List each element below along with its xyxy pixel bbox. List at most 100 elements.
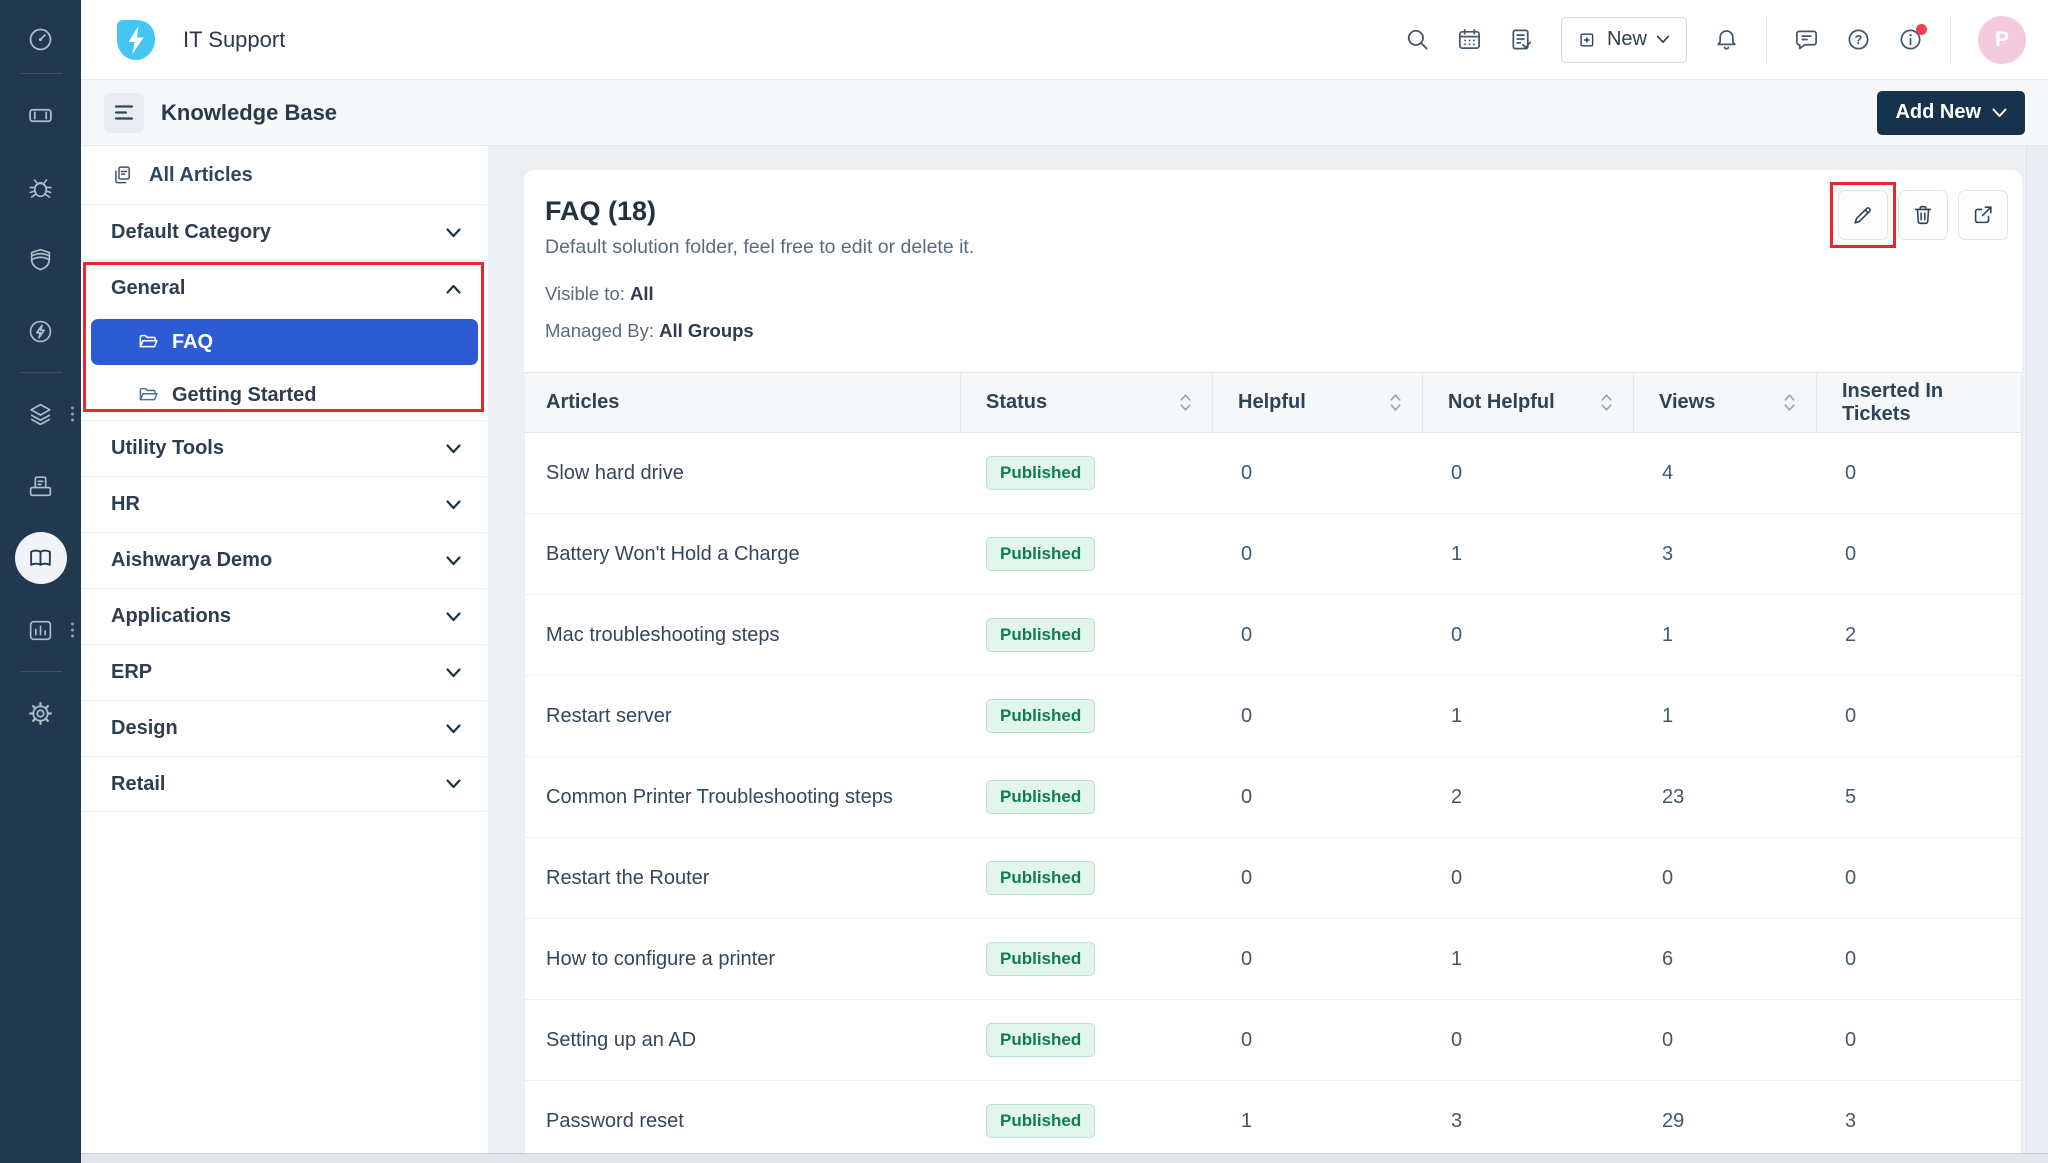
views-count: 4	[1662, 461, 1674, 484]
views-count: 0	[1662, 866, 1674, 889]
sidebar-category[interactable]: Utility Tools	[81, 420, 488, 476]
table-column-header[interactable]: Not Helpful	[1423, 373, 1634, 432]
freshservice-logo-icon[interactable]	[115, 18, 157, 62]
status-cell: Published	[961, 676, 1213, 756]
status-cell: Published	[961, 595, 1213, 675]
sidebar-category[interactable]: Applications	[81, 588, 488, 644]
article-title[interactable]: Restart the Router	[546, 866, 710, 889]
status-badge: Published	[986, 780, 1096, 814]
tickets-icon[interactable]	[0, 79, 81, 151]
horizontal-scrollbar[interactable]	[81, 1153, 2048, 1163]
table-row[interactable]: Restart the Router Published 0 0 0 0	[525, 838, 2021, 919]
sidebar-item-all-articles[interactable]: All Articles	[81, 146, 488, 204]
column-label: Helpful	[1238, 391, 1306, 413]
status-badge: Published	[986, 618, 1096, 652]
add-new-button[interactable]: Add New	[1877, 90, 2025, 135]
settings-icon[interactable]	[0, 677, 81, 749]
table-column-header[interactable]: Articles	[525, 373, 961, 432]
table-row[interactable]: How to configure a printer Published 0 1…	[525, 919, 2021, 1000]
status-badge: Published	[986, 942, 1096, 976]
tasks-icon[interactable]	[1509, 27, 1534, 52]
article-title[interactable]: Restart server	[546, 704, 672, 727]
table-row[interactable]: Setting up an AD Published 0 0 0 0	[525, 1000, 2021, 1081]
category-label: Default Category	[111, 221, 272, 243]
sidebar-category[interactable]: Design	[81, 700, 488, 756]
sidebar-category[interactable]: Retail	[81, 756, 488, 812]
sidebar-category[interactable]: Aishwarya Demo	[81, 532, 488, 588]
article-title[interactable]: How to configure a printer	[546, 947, 776, 970]
category-list: Default Category General FAQ Getting Sta…	[81, 204, 488, 812]
edit-folder-button[interactable]	[1838, 190, 1888, 240]
sort-icon[interactable]	[1783, 392, 1796, 413]
article-title[interactable]: Password reset	[546, 1109, 684, 1132]
notifications-icon[interactable]	[1714, 27, 1739, 52]
sidebar-category[interactable]: General	[81, 260, 488, 316]
new-button[interactable]: New	[1560, 16, 1687, 63]
status-cell: Published	[961, 757, 1213, 837]
sort-icon[interactable]	[1600, 392, 1613, 413]
problems-icon[interactable]	[0, 151, 81, 223]
sidebar-folder[interactable]: FAQ	[81, 316, 488, 372]
pencil-icon	[1854, 207, 1871, 224]
sidebar-category[interactable]: Default Category	[81, 204, 488, 260]
article-title[interactable]: Slow hard drive	[546, 461, 684, 484]
views-count: 1	[1662, 623, 1674, 646]
sidebar-folder[interactable]: Getting Started	[81, 372, 488, 420]
article-title[interactable]: Battery Won't Hold a Charge	[546, 542, 800, 565]
visible-to-label: Visible to:	[545, 283, 625, 304]
assets-icon[interactable]	[0, 450, 81, 522]
category-label: ERP	[111, 661, 153, 683]
search-icon[interactable]	[1405, 27, 1430, 52]
user-avatar[interactable]: P	[1978, 15, 2026, 64]
table-column-header[interactable]: Helpful	[1213, 373, 1423, 432]
analytics-more-icon[interactable]	[71, 622, 74, 638]
status-cell: Published	[961, 838, 1213, 918]
views-count: 1	[1662, 704, 1674, 727]
whats-new-icon[interactable]	[1898, 24, 1927, 52]
sort-icon[interactable]	[1179, 392, 1192, 413]
status-badge: Published	[986, 1023, 1096, 1057]
help-icon[interactable]: ?	[1846, 27, 1871, 52]
helpful-count: 0	[1241, 785, 1253, 808]
inserted-in-tickets-count: 2	[1845, 623, 1857, 646]
category-label: Design	[111, 717, 178, 739]
analytics-icon[interactable]	[0, 594, 81, 666]
chevron-down-icon	[1656, 35, 1670, 44]
vertical-scrollbar[interactable]	[2026, 146, 2048, 1153]
table-row[interactable]: Battery Won't Hold a Charge Published 0 …	[525, 514, 2021, 595]
sidebar-toggle-icon[interactable]	[104, 92, 144, 133]
delete-folder-button[interactable]	[1898, 190, 1948, 240]
dashboard-icon[interactable]	[0, 10, 81, 68]
not-helpful-count: 0	[1451, 1028, 1463, 1051]
article-title[interactable]: Mac troubleshooting steps	[546, 623, 780, 646]
brand: IT Support	[81, 18, 285, 62]
calendar-icon[interactable]	[1457, 27, 1482, 52]
new-button-label: New	[1606, 28, 1647, 50]
table-row[interactable]: Restart server Published 0 1 1 0	[525, 676, 2021, 757]
external-link-icon	[1974, 206, 1992, 224]
table-row[interactable]: Common Printer Troubleshooting steps Pub…	[525, 757, 2021, 838]
major-incidents-icon[interactable]	[0, 295, 81, 367]
article-title[interactable]: Common Printer Troubleshooting steps	[546, 785, 893, 808]
sidebar-category[interactable]: ERP	[81, 644, 488, 700]
folder-open-icon	[139, 334, 158, 348]
table-column-header[interactable]: Status	[961, 373, 1213, 432]
table-column-header[interactable]: Inserted In Tickets	[1817, 373, 2021, 432]
open-external-button[interactable]	[1958, 190, 2008, 240]
table-row[interactable]: Mac troubleshooting steps Published 0 0 …	[525, 595, 2021, 676]
svg-text:?: ?	[1855, 33, 1863, 47]
rail-divider	[19, 671, 62, 672]
table-column-header[interactable]: Views	[1634, 373, 1817, 432]
sidebar-category[interactable]: HR	[81, 476, 488, 532]
solutions-icon[interactable]	[0, 378, 81, 450]
chat-icon[interactable]	[1794, 27, 1819, 52]
solutions-more-icon[interactable]	[71, 406, 74, 422]
table-header-row: Articles Status Helpful Not Helpful View…	[525, 373, 2021, 433]
table-row[interactable]: Password reset Published 1 3 29 3	[525, 1081, 2021, 1162]
status-cell: Published	[961, 514, 1213, 594]
changes-icon[interactable]	[0, 223, 81, 295]
knowledge-base-icon[interactable]	[0, 522, 81, 594]
sort-icon[interactable]	[1389, 392, 1402, 413]
article-title[interactable]: Setting up an AD	[546, 1028, 697, 1051]
table-row[interactable]: Slow hard drive Published 0 0 4 0	[525, 433, 2021, 514]
